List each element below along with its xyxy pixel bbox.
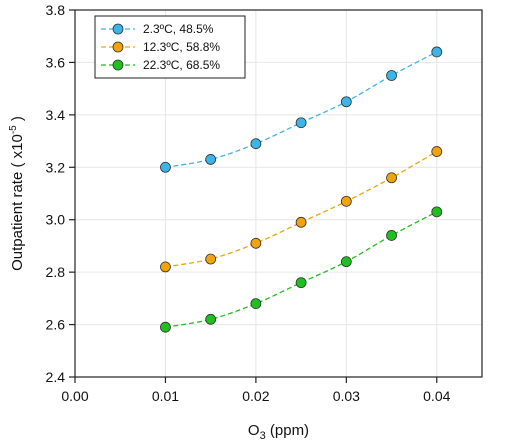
series-1 [160,46,443,173]
y-tick-label: 3.4 [46,107,66,123]
data-point [160,261,171,273]
series-layer [160,46,443,333]
legend-item: 12.3ºC, 58.8% [101,40,220,54]
data-point [386,70,397,81]
data-point [431,206,443,218]
data-point [250,298,262,310]
data-point [160,161,171,173]
legend-label: 22.3ºC, 68.5% [143,58,220,72]
data-point [295,117,307,129]
legend-marker [112,23,124,35]
data-point [295,216,307,228]
data-point [250,138,262,150]
y-tick-label: 2.6 [46,317,66,333]
series-2 [160,146,443,273]
x-tick-label: 0.04 [423,388,450,404]
series-line [165,150,438,268]
data-point [340,256,352,268]
plot-frame [74,9,483,378]
data-point [160,321,171,333]
data-point [386,230,397,241]
y-axis-title: Outpatient rate ( x10-5 ) [8,116,26,271]
data-point [295,277,307,289]
series-3 [160,206,443,333]
data-point [205,154,217,165]
data-point [340,96,352,108]
data-point [250,237,262,249]
data-point [205,313,217,325]
data-point [205,253,217,265]
data-point [431,46,443,58]
x-tick-label: 0.01 [152,388,179,404]
series-line [165,211,438,328]
x-tick-label: 0.03 [333,388,360,404]
legend: 2.3ºC, 48.5% 12.3ºC, 58.8% 22.3ºC, 68.5% [94,15,246,79]
legend-item: 22.3ºC, 68.5% [101,58,220,72]
y-tick-label: 3.2 [46,159,66,175]
y-tick-label: 3.6 [46,54,66,70]
x-tick-label: 0.02 [242,388,269,404]
legend-marker [112,41,124,53]
y-tick-label: 2.4 [46,369,66,385]
data-point [386,172,397,184]
data-point [340,195,352,207]
y-tick-label: 3.8 [46,2,66,18]
y-tick-label: 3.0 [46,212,66,228]
y-tick-label: 2.8 [46,264,66,280]
x-tick-label: 0.00 [61,388,88,404]
legend-item: 2.3ºC, 48.5% [101,22,214,36]
legend-label: 2.3ºC, 48.5% [143,22,214,36]
legend-label: 12.3ºC, 58.8% [143,40,220,54]
legend-marker [112,59,124,71]
x-axis-title: O3 (ppm) [248,422,309,441]
axes: 0.00 0.01 0.02 0.03 0.04 2.4 2.6 2.8 3.0 3.2 3.4 3.… [46,2,451,404]
data-point [431,146,443,157]
